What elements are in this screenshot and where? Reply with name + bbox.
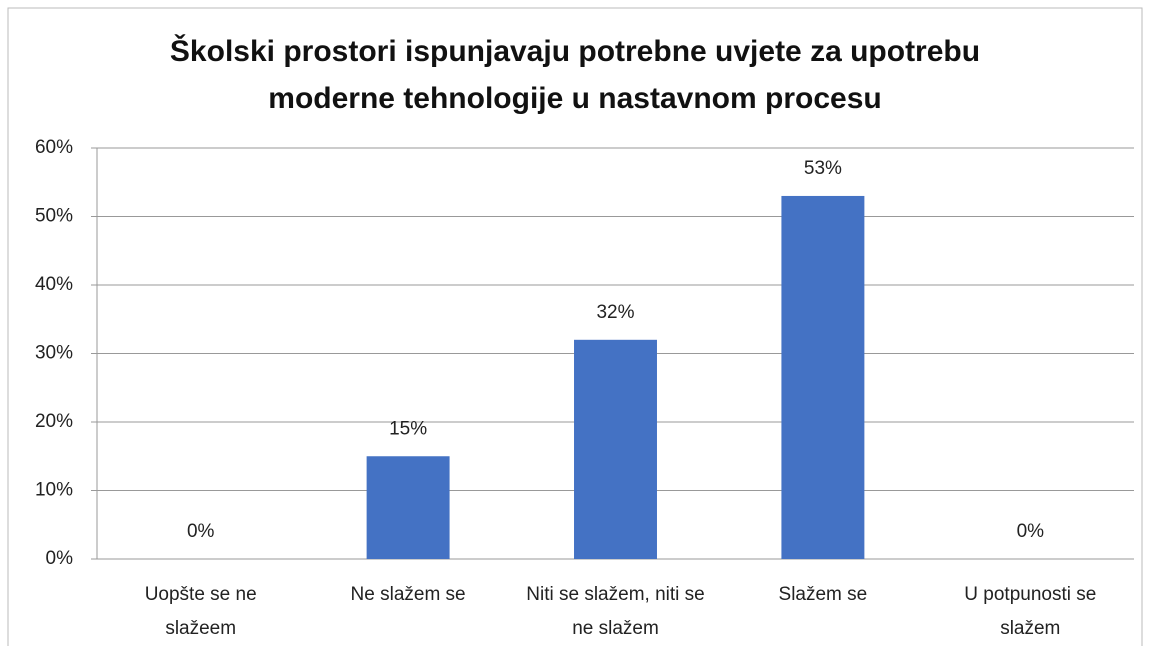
value-label: 53% bbox=[804, 158, 842, 179]
chart-border bbox=[7, 7, 1143, 646]
bar bbox=[574, 339, 657, 559]
y-tick-label: 20% bbox=[35, 411, 73, 432]
value-label: 15% bbox=[389, 418, 427, 439]
value-label: 0% bbox=[187, 521, 215, 542]
chart-title: Školski prostori ispunjavaju potrebne uv… bbox=[169, 35, 981, 115]
value-label: 32% bbox=[596, 302, 634, 323]
y-tick-label: 30% bbox=[35, 343, 73, 364]
y-tick-label: 50% bbox=[35, 206, 73, 227]
x-tick-label: Ne slažem se bbox=[350, 584, 466, 605]
value-label: 0% bbox=[1017, 521, 1045, 542]
bar bbox=[366, 456, 450, 559]
y-tick-label: 0% bbox=[46, 548, 74, 569]
x-tick-label: Niti se slažem, niti se ne slažem bbox=[526, 584, 705, 639]
y-tick-label: 10% bbox=[35, 480, 73, 501]
y-tick-label: 40% bbox=[35, 274, 73, 295]
x-tick-label: Uopšte se ne slažeem bbox=[144, 584, 257, 639]
x-tick-label: Slažem se bbox=[778, 584, 868, 605]
y-tick-label: 60% bbox=[35, 137, 73, 158]
bar bbox=[781, 195, 865, 559]
x-tick-label: U potpunosti se slažem bbox=[964, 584, 1097, 639]
